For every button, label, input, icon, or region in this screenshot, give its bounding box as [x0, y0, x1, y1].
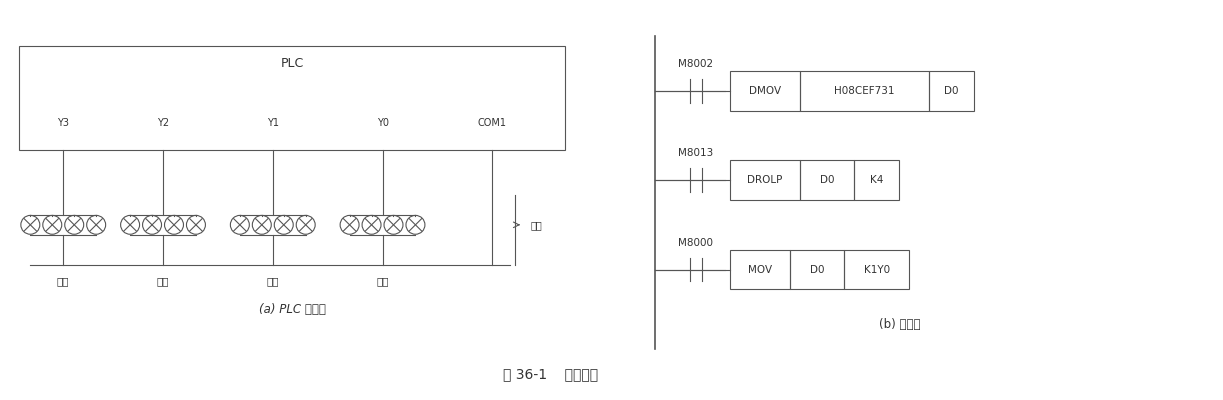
Text: Y1: Y1: [267, 118, 279, 128]
Text: MOV: MOV: [747, 264, 772, 274]
Bar: [844, 250, 910, 289]
Text: M8000: M8000: [679, 238, 713, 248]
Text: 绿灯: 绿灯: [157, 276, 169, 286]
Bar: [730, 250, 790, 289]
Text: 红灯: 红灯: [377, 276, 389, 286]
Bar: [730, 71, 800, 111]
Text: H08CEF731: H08CEF731: [834, 86, 895, 96]
Text: 电源: 电源: [531, 220, 542, 230]
Bar: [20, 46, 565, 150]
Bar: [730, 160, 800, 200]
Bar: [800, 160, 855, 200]
Text: Y3: Y3: [57, 118, 70, 128]
Text: DMOV: DMOV: [748, 86, 780, 96]
Text: D0: D0: [944, 86, 959, 96]
Text: 蓝灯: 蓝灯: [57, 276, 70, 286]
Bar: [790, 250, 844, 289]
Text: 图 36-1    彩灯控制: 图 36-1 彩灯控制: [503, 367, 598, 381]
Text: COM1: COM1: [478, 118, 506, 128]
Text: K1Y0: K1Y0: [863, 264, 890, 274]
Text: (a) PLC 接线图: (a) PLC 接线图: [259, 303, 325, 316]
Text: DROLP: DROLP: [747, 175, 783, 185]
Text: K4: K4: [871, 175, 883, 185]
Bar: [855, 160, 899, 200]
Text: Y0: Y0: [377, 118, 389, 128]
Text: Y2: Y2: [157, 118, 169, 128]
Text: M8013: M8013: [679, 148, 713, 158]
Text: D0: D0: [819, 175, 834, 185]
Text: D0: D0: [810, 264, 824, 274]
Text: M8002: M8002: [679, 59, 713, 69]
Text: 黄灯: 黄灯: [267, 276, 279, 286]
Bar: [929, 71, 975, 111]
Text: (b) 梯形图: (b) 梯形图: [878, 318, 920, 331]
Bar: [800, 71, 929, 111]
Text: PLC: PLC: [280, 58, 303, 70]
